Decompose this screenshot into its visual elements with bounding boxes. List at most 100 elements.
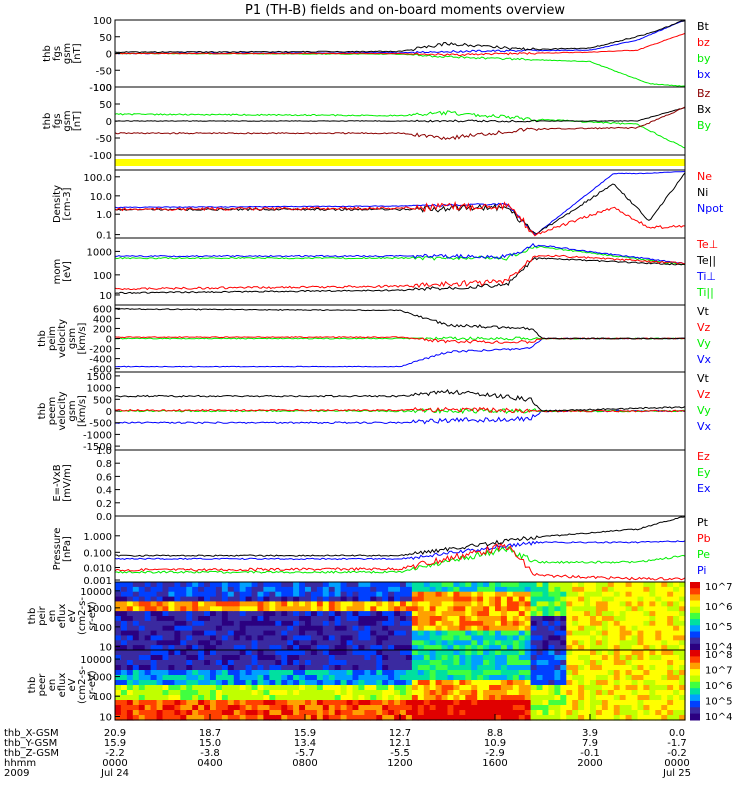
spectrogram-cell <box>661 601 668 607</box>
spectrogram-cell <box>192 685 199 691</box>
spectrogram-cell <box>239 690 247 696</box>
footer-value: 0400 <box>197 758 222 769</box>
spectrogram-cell <box>281 685 288 691</box>
spectrogram-cell <box>506 690 514 696</box>
spectrogram-cell <box>192 665 199 671</box>
spectrogram-cell <box>340 675 348 681</box>
spectrogram-cell <box>572 675 579 681</box>
spectrogram-cell <box>180 606 187 612</box>
spectrogram-cell <box>156 635 164 641</box>
spectrogram-cell <box>530 715 538 721</box>
spectrogram-cell <box>239 705 247 711</box>
spectrogram-cell <box>548 650 555 656</box>
spectrogram-cell <box>287 611 294 617</box>
spectrogram-cell <box>346 690 354 696</box>
spectrogram-cell <box>340 620 348 627</box>
spectrogram-cell <box>162 680 169 686</box>
spectrogram-cell <box>637 620 644 627</box>
spectrogram-cell <box>489 705 496 711</box>
spectrogram-cell <box>328 611 336 617</box>
spectrogram-cell <box>566 675 573 681</box>
spectrogram-cell <box>613 660 621 666</box>
spectrogram-cell <box>405 665 413 671</box>
spectrogram-cell <box>352 675 359 681</box>
spectrogram-cell <box>293 680 300 686</box>
spectrogram-cell <box>518 690 526 696</box>
spectrogram-cell <box>447 670 454 676</box>
bx-line <box>114 20 686 55</box>
panel-frame <box>114 237 686 306</box>
spectrogram-cell <box>637 650 644 656</box>
spectrogram-cell <box>661 645 668 651</box>
spectrogram-cell <box>144 690 152 696</box>
spectrogram-cell <box>132 670 140 676</box>
spectrogram-cell <box>138 591 146 598</box>
spectrogram-cell <box>168 715 175 721</box>
colorbar-label: 10^5 <box>705 622 732 633</box>
spectrogram-cell <box>673 620 680 627</box>
spectrogram-cell <box>536 616 544 622</box>
spectrogram-cell <box>471 620 478 627</box>
spectrogram-cell <box>316 606 324 612</box>
spectrogram-cell <box>411 616 419 622</box>
spectrogram-cell <box>477 690 484 696</box>
legend-Vy: Vy <box>697 404 711 417</box>
spectrogram-cell <box>536 705 544 711</box>
spectrogram-cell <box>293 611 300 617</box>
spectrogram-cell <box>215 670 223 676</box>
spectrogram-cell <box>358 715 365 721</box>
spectrogram-cell <box>334 660 342 666</box>
spectrogram-cell <box>679 625 686 632</box>
spectrogram-cell <box>578 616 585 622</box>
spectrogram-cell <box>340 611 348 617</box>
spectrogram-cell <box>340 616 348 622</box>
spectrogram-cell <box>518 591 526 598</box>
spectrogram-cell <box>441 695 449 701</box>
spectrogram-cell <box>198 606 205 612</box>
spectrogram-cell <box>138 616 146 622</box>
spectrogram-cell <box>198 650 205 656</box>
spectrogram-cell <box>299 645 306 651</box>
spectrogram-cell <box>144 695 152 701</box>
spectrogram-cell <box>251 660 259 666</box>
spectrogram-cell <box>245 680 253 686</box>
spectrogram-cell <box>435 625 443 632</box>
spectrogram-cell <box>649 715 656 721</box>
colorbar-label: 10^6 <box>705 681 732 692</box>
spectrogram-cell <box>477 582 484 588</box>
spectrogram-cell <box>364 650 371 656</box>
spectrogram-cell <box>572 650 579 656</box>
spectrogram-cell <box>281 606 288 612</box>
spectrogram-cell <box>215 635 223 641</box>
spectrogram-cell <box>518 670 526 676</box>
spectrogram-cell <box>643 635 650 641</box>
spectrogram-cell <box>619 660 627 666</box>
spectrogram-cell <box>239 710 247 716</box>
spectrogram-cell <box>192 616 199 622</box>
spectrogram-cell <box>495 591 502 598</box>
spectrogram-cell <box>287 650 294 656</box>
spectrogram-cell <box>192 705 199 711</box>
spectrogram-cell <box>601 611 609 617</box>
spectrogram-cell <box>322 675 330 681</box>
spectrogram-cell <box>548 680 555 686</box>
spectrogram-cell <box>257 660 264 666</box>
spectrogram-cell <box>132 660 140 666</box>
spectrogram-cell <box>382 690 389 696</box>
spectrogram-cell <box>400 680 407 686</box>
spectrogram-cell <box>162 645 169 651</box>
spectrogram-cell <box>221 675 229 681</box>
spectrogram-cell <box>221 665 229 671</box>
spectrogram-cell <box>251 650 259 656</box>
y-axis-label-line: [nPa] <box>62 536 73 562</box>
spectrogram-cell <box>150 635 158 641</box>
spectrogram-cell <box>221 650 229 656</box>
spectrogram-cell <box>607 616 615 622</box>
spectrogram-cell <box>174 630 181 637</box>
spectrogram-cell <box>346 645 354 651</box>
spectrogram-cell <box>524 680 532 686</box>
spectrogram-cell <box>405 715 413 721</box>
spectrogram-cell <box>542 630 549 637</box>
spectrogram-cell <box>495 670 502 676</box>
spectrogram-cell <box>649 700 656 706</box>
